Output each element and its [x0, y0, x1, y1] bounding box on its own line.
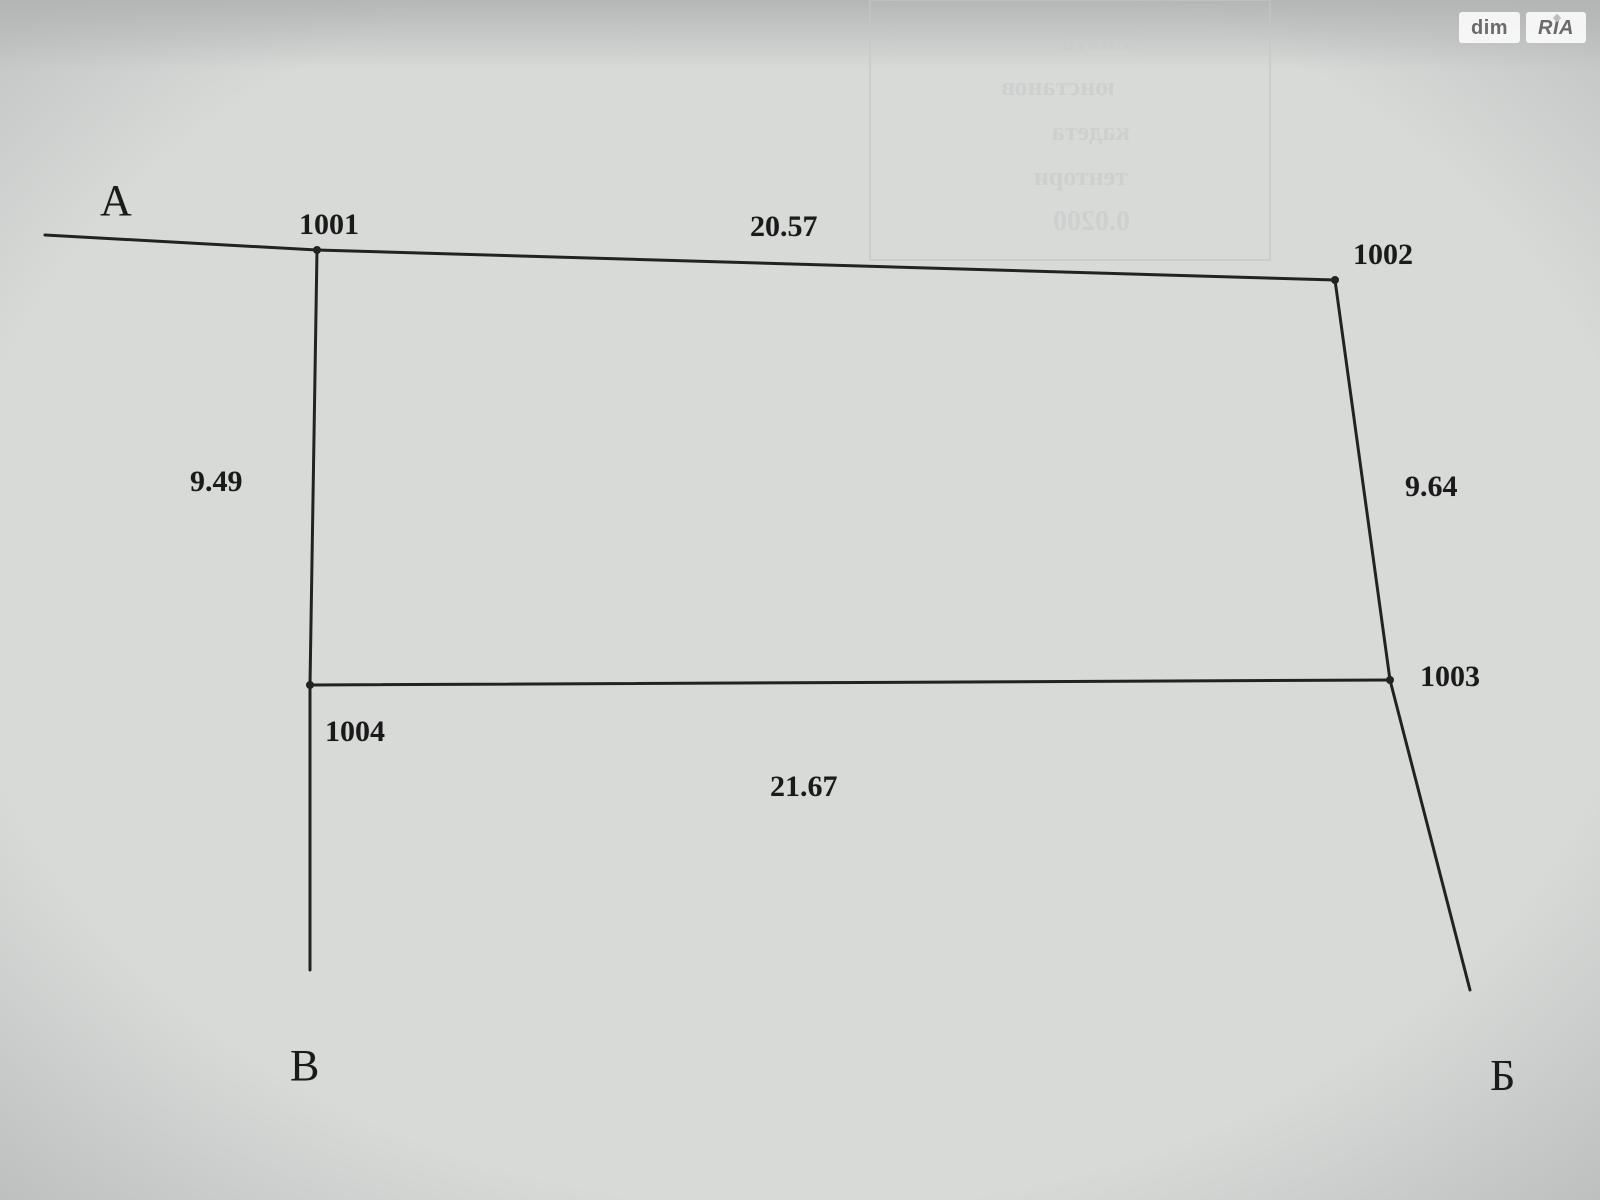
faint-showthrough-text: 0.0200: [1053, 206, 1130, 237]
vertex-marker: [1331, 276, 1339, 284]
watermark-dim: dim: [1459, 12, 1520, 43]
vertex-marker: [306, 681, 314, 689]
edge-length: 21.67: [770, 770, 838, 804]
watermark-ria: RIA: [1526, 12, 1586, 43]
survey-diagram: пкота юнстанов кадета тентори 0.0200 dim RIA…: [0, 0, 1600, 1200]
vertex-id-1001: 1001: [299, 208, 359, 242]
corner-label-A: А: [100, 175, 132, 226]
vertex-id-1004: 1004: [325, 715, 385, 749]
watermark: dim RIA: [1459, 12, 1586, 43]
vertex-id-1002: 1002: [1353, 238, 1413, 272]
edge-length: 9.49: [190, 465, 243, 499]
vertex-id-1003: 1003: [1420, 660, 1480, 694]
faint-showthrough-text: тентори: [1034, 162, 1128, 191]
corner-label-V: В: [290, 1040, 319, 1091]
faint-showthrough-text: пкота: [1062, 27, 1130, 56]
edge-length: 9.64: [1405, 470, 1458, 504]
corner-label-B: Б: [1490, 1050, 1515, 1101]
diagram-svg: пкота юнстанов кадета тентори 0.0200: [0, 0, 1600, 1200]
edge-length: 20.57: [750, 210, 818, 244]
faint-showthrough-text: юнстанов: [1001, 72, 1115, 101]
vertex-marker: [1386, 676, 1394, 684]
faint-showthrough-text: кадета: [1052, 117, 1130, 146]
vertex-marker: [313, 246, 321, 254]
